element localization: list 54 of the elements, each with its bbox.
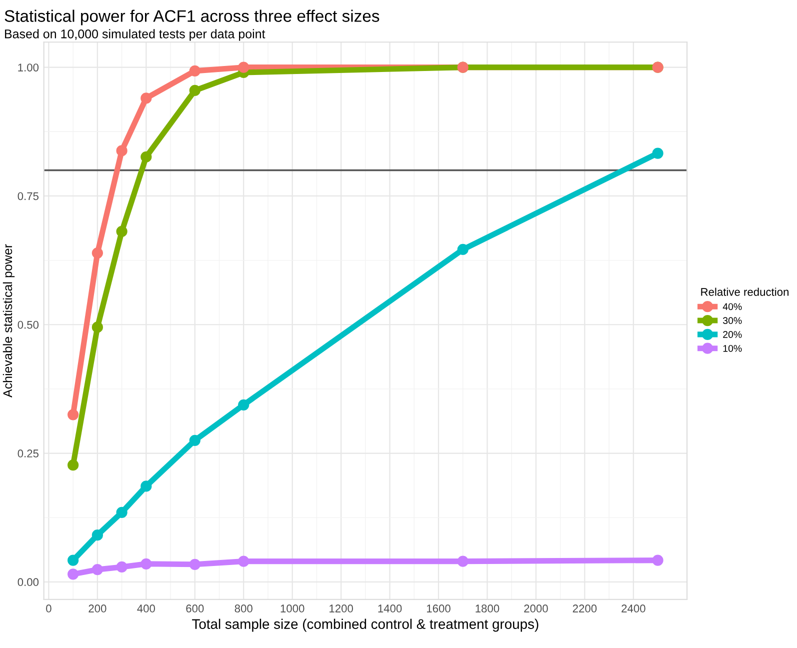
x-tick-label: 2200 — [572, 604, 597, 612]
chart-subtitle: Based on 10,000 simulated tests per data point — [5, 29, 266, 41]
point — [68, 460, 79, 471]
x-tick-label: 1800 — [476, 604, 500, 612]
point — [457, 556, 468, 567]
x-tick-label: 1400 — [378, 604, 402, 612]
y-tick-label: 0.00 — [18, 578, 39, 586]
point — [116, 506, 128, 518]
point — [140, 558, 152, 570]
legend-label: 40% — [722, 303, 742, 310]
point — [238, 399, 250, 410]
x-tick-label: 1600 — [427, 604, 450, 612]
y-tick-label: 0.25 — [18, 450, 39, 458]
point — [189, 65, 200, 76]
point — [238, 62, 250, 73]
y-tick-label: 1.00 — [18, 64, 39, 72]
x-tick-label: 2400 — [622, 604, 646, 612]
legend-title: Relative reduction — [701, 288, 788, 296]
point — [140, 92, 152, 104]
point — [140, 480, 152, 492]
point — [189, 558, 200, 570]
point — [92, 564, 103, 576]
x-tick-label: 0 — [46, 604, 52, 612]
point — [116, 226, 128, 238]
y-axis-title: Achievable statistical power — [2, 244, 15, 398]
point — [68, 554, 79, 566]
point — [92, 530, 103, 541]
x-tick-label: 1200 — [330, 604, 353, 612]
x-tick-label: 1000 — [280, 604, 304, 612]
x-tick-label: 800 — [234, 604, 252, 612]
legend-label: 20% — [723, 331, 742, 338]
point — [238, 556, 250, 567]
legend-label: 10% — [723, 344, 742, 352]
point — [116, 561, 128, 573]
point — [92, 322, 103, 333]
point — [140, 151, 152, 162]
x-tick-label: 600 — [186, 604, 204, 612]
point — [652, 554, 664, 566]
y-tick-label: 0.75 — [18, 192, 39, 200]
legend-label: 30% — [722, 317, 742, 324]
x-axis-title: Total sample size (combined control & treatment groups) — [192, 618, 538, 632]
point — [652, 148, 664, 159]
point — [116, 145, 128, 156]
point — [457, 244, 468, 256]
point — [68, 568, 79, 580]
point — [68, 409, 79, 420]
x-tick-label: 400 — [137, 604, 155, 612]
chart-title: Statistical power for ACF1 across three effect sizes — [4, 10, 380, 26]
x-tick-label: 200 — [88, 604, 106, 612]
x-tick-label: 2000 — [524, 604, 548, 612]
point — [189, 84, 200, 96]
point — [92, 248, 103, 259]
y-tick-label: 0.50 — [18, 320, 39, 329]
point — [189, 434, 200, 446]
